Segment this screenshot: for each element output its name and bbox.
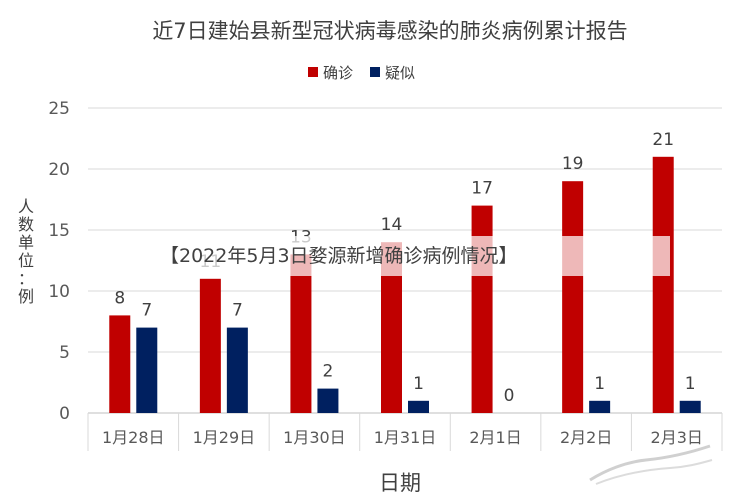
- bar-confirmed: [652, 156, 674, 414]
- bar-suspected: [226, 327, 248, 413]
- y-axis-label-char: 单: [18, 233, 34, 252]
- data-label: 1: [413, 374, 424, 394]
- data-label: 0: [504, 386, 515, 406]
- y-axis-label-char: 数: [18, 215, 34, 234]
- legend-swatch: [308, 67, 318, 77]
- legend-label: 确诊: [323, 64, 353, 82]
- y-axis-label-char: 位: [18, 251, 34, 270]
- bars: [109, 156, 701, 414]
- data-label: 17: [471, 179, 493, 199]
- legend-label: 疑似: [385, 64, 415, 82]
- gridlines: [87, 107, 723, 451]
- data-label: 1: [685, 374, 696, 394]
- bar-confirmed: [109, 315, 131, 413]
- watermark-logo: [589, 444, 713, 485]
- y-axis-label-char: 人: [18, 197, 34, 216]
- x-axis-label: 日期: [379, 471, 421, 495]
- legend: 确诊 疑似: [308, 64, 415, 82]
- x-tick-label: 1月29日: [193, 428, 256, 447]
- y-tick-label: 25: [48, 99, 70, 119]
- x-tick-label: 1月28日: [102, 428, 165, 447]
- data-label: 2: [323, 362, 334, 382]
- bar-confirmed: [562, 181, 584, 413]
- bar-confirmed: [381, 242, 402, 413]
- bar-confirmed: [290, 254, 312, 413]
- data-label: 14: [381, 215, 403, 235]
- chart-title: 近7日建始县新型冠状病毒感染的肺炎病例累计报告: [152, 19, 627, 43]
- overlay-caption: 【2022年5月3日婺源新增确诊病例情况】: [160, 236, 670, 276]
- y-tick-label: 5: [59, 343, 70, 363]
- bar-confirmed: [199, 278, 221, 413]
- y-tick-label: 15: [48, 221, 70, 241]
- bar-suspected: [136, 327, 158, 413]
- y-tick-label: 10: [48, 282, 70, 302]
- data-label: 19: [562, 154, 584, 174]
- y-axis-label-char: ：: [18, 269, 34, 288]
- y-tick-label: 20: [48, 160, 70, 180]
- data-label: 7: [141, 301, 152, 321]
- x-tick-label: 2月3日: [651, 428, 703, 447]
- bar-suspected: [317, 388, 339, 413]
- x-tick-label: 1月31日: [374, 428, 437, 447]
- x-axis-categories: 1月28日 1月29日 1月30日 1月31日 2月1日 2月2日 2月3日: [102, 428, 703, 447]
- x-tick-label: 2月1日: [469, 428, 521, 447]
- data-label: 1: [594, 374, 605, 394]
- legend-swatch: [370, 67, 380, 77]
- y-axis-ticks: 0 5 10 15 20 25: [48, 99, 70, 424]
- bar-suspected: [589, 400, 611, 413]
- x-tick-label: 2月2日: [560, 428, 612, 447]
- data-label: 21: [652, 130, 674, 150]
- bar-suspected: [408, 400, 429, 413]
- y-axis-label-char: 例: [18, 287, 34, 306]
- data-label: 7: [232, 301, 243, 321]
- x-tick-label: 1月30日: [283, 428, 346, 447]
- y-tick-label: 0: [59, 404, 70, 424]
- data-label: 8: [114, 288, 125, 308]
- bar-suspected: [679, 400, 701, 413]
